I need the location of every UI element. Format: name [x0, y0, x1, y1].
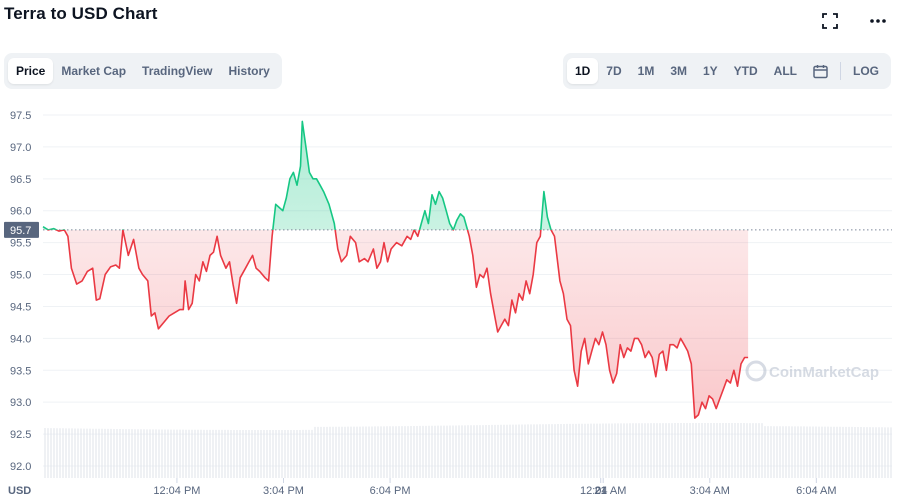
x-tick-label: 21 [595, 485, 607, 497]
y-tick-label: 96.5 [10, 174, 31, 186]
reference-label: 95.7 [10, 225, 31, 237]
area-below-reference [43, 229, 749, 419]
range-3m[interactable]: 3M [670, 64, 687, 78]
y-tick-label: 95.0 [10, 270, 31, 282]
log-toggle[interactable]: LOG [853, 64, 879, 78]
tab-tradingview[interactable]: TradingView [142, 64, 213, 78]
range-1y[interactable]: 1Y [702, 64, 718, 78]
range-all[interactable]: ALL [773, 64, 797, 78]
range-divider [840, 62, 841, 80]
range-selector: 1D 7D 1M 3M 1Y YTD ALL LOG [562, 53, 891, 89]
reference-label-box [4, 221, 39, 238]
range-ytd[interactable]: YTD [733, 64, 758, 78]
area-above-reference [43, 121, 551, 230]
calendar-icon [813, 64, 828, 78]
y-tick-label: 94.5 [10, 301, 31, 313]
volume-bars [44, 423, 892, 478]
x-tick-label: 3:04 PM [263, 485, 304, 497]
y-tick-label: 97.0 [10, 142, 31, 154]
watermark-text: CoinMarketCap [769, 364, 879, 381]
tab-history[interactable]: History [228, 64, 270, 78]
range-1m[interactable]: 1M [637, 64, 655, 78]
y-tick-label: 92.5 [10, 429, 31, 441]
y-tick-label: 96.0 [10, 206, 31, 218]
y-tick-label: 94.0 [10, 333, 31, 345]
x-tick-label: 3:04 AM [690, 485, 730, 497]
y-tick-label: 95.5 [10, 238, 31, 250]
x-tick-label: 6:04 PM [370, 485, 411, 497]
calendar-button[interactable] [805, 64, 836, 79]
page-title: Terra to USD Chart [4, 4, 158, 23]
x-tick-label: 6:04 AM [796, 485, 836, 497]
currency-label: USD [8, 485, 31, 497]
y-tick-label: 93.5 [10, 365, 31, 377]
chart-type-tabs: Price Market Cap TradingView History [4, 53, 282, 89]
watermark: CoinMarketCap [745, 360, 879, 382]
y-tick-label: 93.0 [10, 397, 31, 409]
y-tick-label: 97.5 [10, 110, 31, 122]
more-icon[interactable] [867, 10, 889, 32]
fullscreen-icon[interactable] [819, 10, 841, 32]
range-7d[interactable]: 7D [606, 64, 622, 78]
top-icons [819, 10, 889, 32]
y-tick-label: 92.0 [10, 461, 31, 473]
tab-price[interactable]: Price [8, 58, 54, 84]
range-1d[interactable]: 1D [566, 58, 599, 84]
x-tick-label: 12:04 AM [580, 485, 626, 497]
tab-market-cap[interactable]: Market Cap [61, 64, 127, 78]
x-tick-label: 12:04 PM [153, 485, 200, 497]
price-line-down [46, 229, 749, 419]
